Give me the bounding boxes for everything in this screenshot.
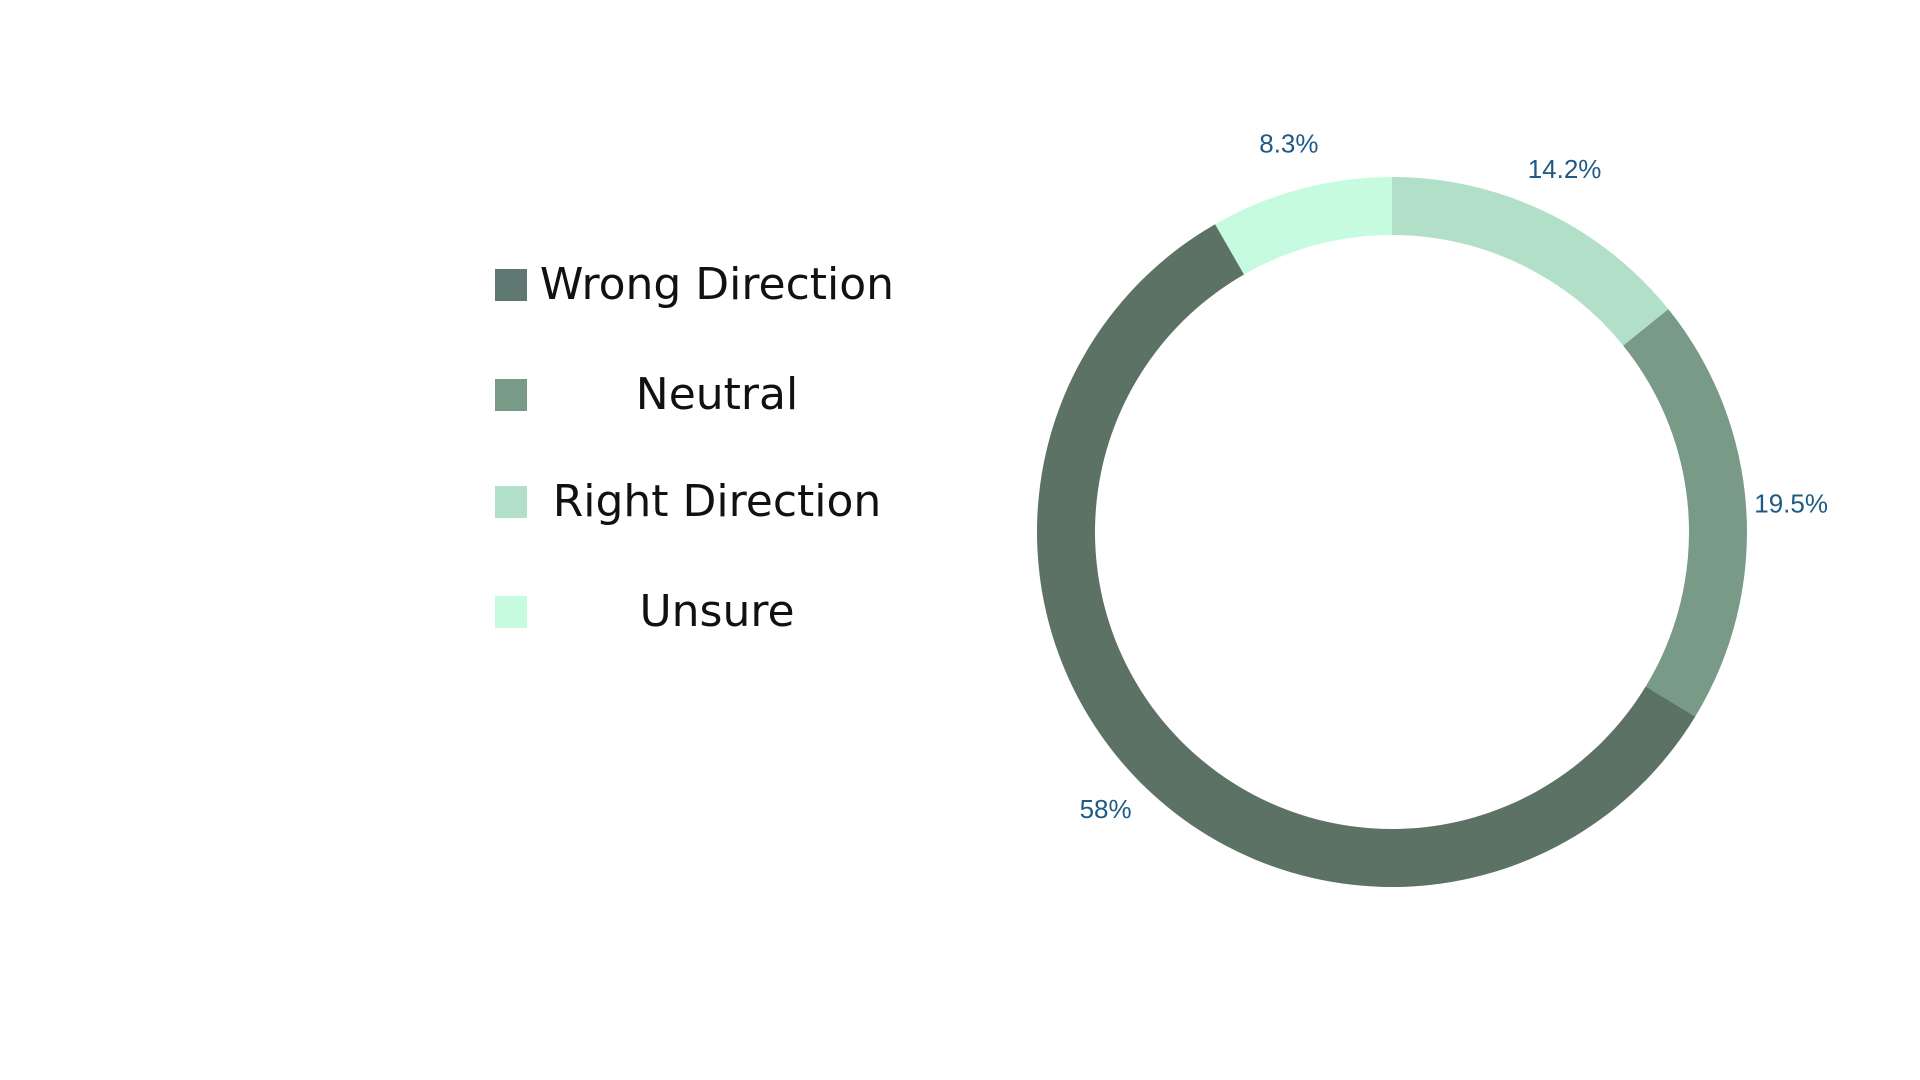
data-label-unsure: 8.3% <box>1259 128 1318 158</box>
legend-item-right-direction: Right Direction <box>495 472 955 532</box>
slice-wrong-direction <box>1036 224 1696 888</box>
legend-label-unsure: Unsure <box>639 586 795 637</box>
slice-unsure <box>1215 177 1392 275</box>
slice-right-direction <box>1392 177 1669 346</box>
legend-item-neutral: Neutral <box>495 365 955 425</box>
legend-label-neutral: Neutral <box>635 369 799 420</box>
legend-swatch-unsure <box>495 596 527 628</box>
legend-label-right-direction: Right Direction <box>552 476 882 527</box>
legend-swatch-neutral <box>495 379 527 411</box>
data-label-right-direction: 14.2% <box>1528 154 1602 184</box>
legend-item-wrong-direction: Wrong Direction <box>495 255 955 315</box>
legend-swatch-wrong-direction <box>495 269 527 301</box>
legend-label-wrong-direction: Wrong Direction <box>539 259 895 310</box>
slice-neutral <box>1623 309 1747 717</box>
legend-item-unsure: Unsure <box>495 582 955 642</box>
data-label-wrong-direction: 58% <box>1080 794 1132 824</box>
data-label-neutral: 19.5% <box>1754 489 1828 519</box>
legend-swatch-right-direction <box>495 486 527 518</box>
